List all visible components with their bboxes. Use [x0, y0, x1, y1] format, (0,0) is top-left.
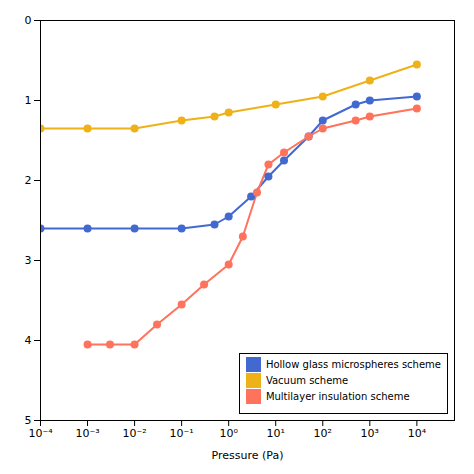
svg-text:10⁻³: 10⁻³ [75, 427, 99, 440]
svg-text:10⁴: 10⁴ [408, 427, 427, 440]
svg-text:10³: 10³ [361, 427, 379, 440]
svg-text:10⁰: 10⁰ [219, 427, 238, 440]
html-text:Hollow glass microspheres sche: Hollow glass microspheres scheme [265, 359, 441, 370]
html-text:Vacuum scheme: Vacuum scheme [265, 375, 349, 386]
svg-text:10⁻²: 10⁻² [122, 427, 146, 440]
svg-text:3: 3 [25, 254, 32, 267]
svg-text:10²: 10² [314, 427, 332, 440]
svg-text:4: 4 [25, 334, 32, 347]
html-text:Multilayer insulation scheme: Multilayer insulation scheme [265, 391, 410, 402]
svg-text:10⁻¹: 10⁻¹ [170, 427, 194, 440]
svg-text:5: 5 [25, 414, 32, 427]
svg-text:1: 1 [25, 94, 32, 107]
svg-text:Pressure (Pa): Pressure (Pa) [212, 449, 284, 462]
svg-text:10¹: 10¹ [267, 427, 285, 440]
svg-text:10⁻⁴: 10⁻⁴ [28, 427, 53, 440]
svg-text:0: 0 [25, 14, 32, 27]
svg-text:2: 2 [25, 174, 32, 187]
